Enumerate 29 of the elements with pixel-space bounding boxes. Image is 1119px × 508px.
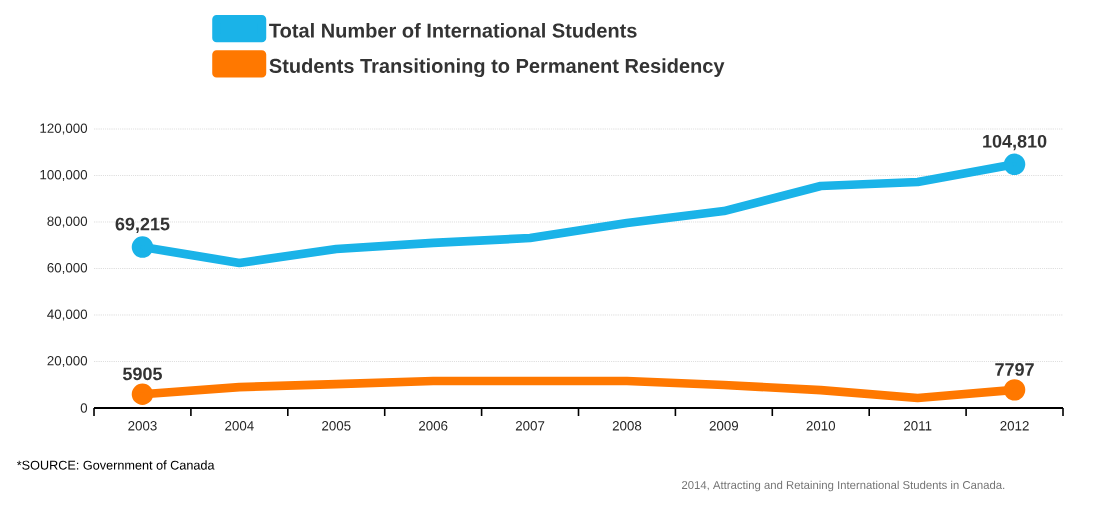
y-tick-label: 120,000 <box>40 123 88 135</box>
legend-label: Students Transitioning to Permanent Residency <box>269 58 725 78</box>
point <box>1003 153 1026 176</box>
data-label: 69,215 <box>115 217 170 234</box>
data-label: 104,810 <box>983 134 1047 151</box>
x-tick-label: 2004 <box>225 421 254 431</box>
x-tick-label: 2011 <box>903 421 932 431</box>
data-label: 7797 <box>995 363 1034 376</box>
data-label: 5905 <box>122 367 162 381</box>
text: *SOURCE: Government of Canada <box>16 460 215 470</box>
y-tick-label: 80,000 <box>47 216 88 228</box>
y-tick-label: 60,000 <box>47 263 88 275</box>
x-tick-label: 2003 <box>128 421 157 431</box>
legend-label: Total Number of International Students <box>269 23 637 38</box>
text: 2014, Attracting and Retaining International Students in Canada. <box>682 480 1005 492</box>
x-tick-label: 2009 <box>709 421 739 431</box>
y-tick-label: 40,000 <box>47 309 88 321</box>
point <box>131 383 154 406</box>
x-tick-label: 2012 <box>1000 421 1029 431</box>
y-tick-label: 20,000 <box>47 356 88 368</box>
x-tick-label: 2006 <box>418 421 448 431</box>
x-tick-label: 2010 <box>806 421 836 431</box>
point <box>1003 379 1026 401</box>
point <box>131 236 154 258</box>
x-tick-label: 2007 <box>515 421 545 431</box>
x-tick-label: 2005 <box>322 421 351 431</box>
x-tick-label: 2008 <box>612 421 642 431</box>
y-tick-label: 100,000 <box>40 170 88 182</box>
y-tick-label: 0 <box>80 403 88 413</box>
